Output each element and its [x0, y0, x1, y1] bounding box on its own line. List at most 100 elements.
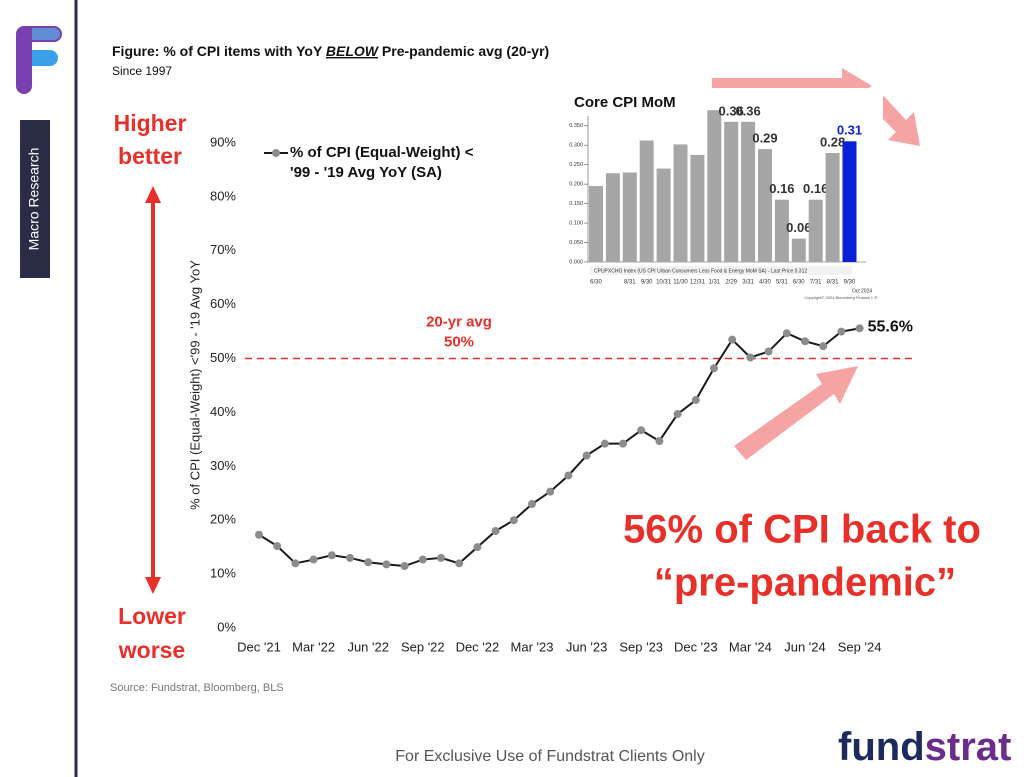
data-point: [582, 451, 591, 460]
logo: [16, 26, 62, 94]
data-line: [258, 327, 860, 568]
x-tick-label: Mar '24: [729, 639, 772, 654]
callout: “pre-pandemic”: [654, 561, 956, 605]
data-point: [673, 410, 682, 419]
inset-value-label: 0.06: [786, 220, 811, 235]
x-tick-label: Dec '22: [456, 639, 500, 654]
y-tick-label: 10%: [210, 566, 236, 581]
y-tick-label: 50%: [210, 350, 236, 365]
inset-value-label: 0.16: [803, 181, 828, 196]
inset-x-tick-label: 8/31: [827, 280, 839, 286]
legend-label: % of CPI (Equal-Weight) < '99 - '19 Avg …: [290, 144, 474, 181]
inset-x-tick-label: 8/31: [624, 280, 636, 286]
inset-y-tick-label: 0.350: [569, 123, 583, 129]
footer-notice: For Exclusive Use of Fundstrat Clients O…: [395, 748, 704, 765]
y-tick-label: 20%: [210, 512, 236, 527]
inset-bar: [724, 121, 739, 262]
y-tick-label: 30%: [210, 458, 236, 473]
data-point: [691, 396, 700, 405]
data-point: [637, 426, 646, 435]
inset-x-tick-label: 6/30: [590, 280, 602, 286]
inset-bar: [791, 238, 806, 262]
inset-x-tick-label: 10/31: [656, 280, 672, 286]
inset-title: Core CPI MoM: [574, 94, 676, 111]
lower-label: Lower: [118, 603, 186, 629]
data-point: [509, 516, 518, 525]
data-point: [473, 543, 482, 552]
inset-y-tick-label: 0.250: [569, 162, 583, 168]
y-tick-label: 40%: [210, 404, 236, 419]
data-point: [437, 553, 445, 562]
inset-legend: CPUPXCHG Index (US CPI Urban Consumers L…: [594, 268, 807, 274]
data-point: [291, 559, 300, 568]
figure-subtitle: Since 1997: [112, 64, 172, 78]
arrow-head: [145, 186, 161, 203]
data-point: [746, 353, 755, 362]
inset-value-label: 0.28: [820, 134, 845, 149]
data-point: [255, 530, 263, 539]
figure-title: Figure: % of CPI items with YoY BELOW Pr…: [112, 43, 549, 59]
x-tick-label: Mar '22: [292, 639, 335, 654]
inset-y-tick-label: 0.100: [569, 221, 583, 227]
sidebar-label: Macro Research: [26, 148, 42, 251]
y-tick-label: 0%: [217, 619, 236, 634]
data-point: [364, 558, 373, 567]
inset-x-tick-label: 12/31: [690, 280, 706, 286]
reference-label: 50%: [444, 333, 474, 350]
callout: 56% of CPI back to: [623, 508, 981, 552]
value-label: 55.6%: [868, 319, 913, 336]
data-point: [782, 329, 791, 338]
data-point: [528, 500, 536, 509]
data-point: [728, 335, 737, 344]
inset-x-tick-label: 6/30: [793, 280, 805, 286]
inset-value-label: 0.16: [769, 181, 794, 196]
data-point: [655, 436, 664, 445]
inset-bar: [605, 173, 620, 262]
inset-y-tick-label: 0.300: [569, 143, 583, 149]
title-part: Figure: % of CPI items with YoY: [112, 43, 326, 59]
inset-value-label: 0.36: [719, 103, 744, 118]
inset-y-tick-label: 0.000: [569, 259, 583, 265]
y-tick-label: 60%: [210, 296, 236, 311]
data-point: [837, 327, 846, 336]
inset-date-label: Oct 2024: [852, 288, 873, 294]
inset-x-tick-label: 2/29: [725, 280, 737, 286]
x-tick-label: Jun '23: [566, 639, 608, 654]
inset-value-label: 0.31: [837, 123, 862, 138]
inset-bar: [842, 141, 857, 262]
data-point: [855, 324, 864, 333]
inset-x-tick-label: 3/31: [742, 280, 754, 286]
inset-x-tick-label: 7/31: [810, 280, 822, 286]
x-tick-label: Jun '22: [347, 639, 389, 654]
inset-bar: [825, 152, 840, 262]
data-point: [346, 553, 354, 562]
data-point: [600, 439, 609, 448]
data-point: [546, 487, 555, 496]
y-axis-label: % of CPI (Equal-Weight) <'99 - '19 Avg Y…: [187, 260, 202, 510]
legend-key: [264, 149, 288, 157]
inset-value-label: 0.29: [752, 131, 777, 146]
inset-bar: [622, 172, 637, 262]
data-point: [801, 337, 809, 346]
legend: % of CPI (Equal-Weight) < '99 - '19 Avg …: [262, 143, 492, 183]
x-tick-label: Sep '23: [619, 639, 663, 654]
inset-bar: [808, 199, 823, 262]
arrow-head: [145, 577, 161, 594]
y-tick-label: 80%: [210, 188, 236, 203]
x-tick-label: Mar '23: [511, 639, 554, 654]
brand-part: fund: [838, 725, 925, 769]
inset-x-tick-label: 9/30: [844, 280, 856, 286]
data-point: [764, 347, 773, 356]
data-point: [710, 364, 718, 373]
data-point: [455, 559, 464, 568]
x-tick-label: Sep '24: [838, 639, 882, 654]
title-emphasis: BELOW: [326, 43, 380, 59]
inset-legend-bg: [590, 266, 852, 275]
x-tick-label: Sep '22: [401, 639, 445, 654]
higher-label: Higher: [114, 110, 187, 136]
inset-x-tick-label: 5/31: [776, 280, 788, 286]
data-point: [382, 560, 391, 569]
inset-bar: [758, 149, 772, 262]
